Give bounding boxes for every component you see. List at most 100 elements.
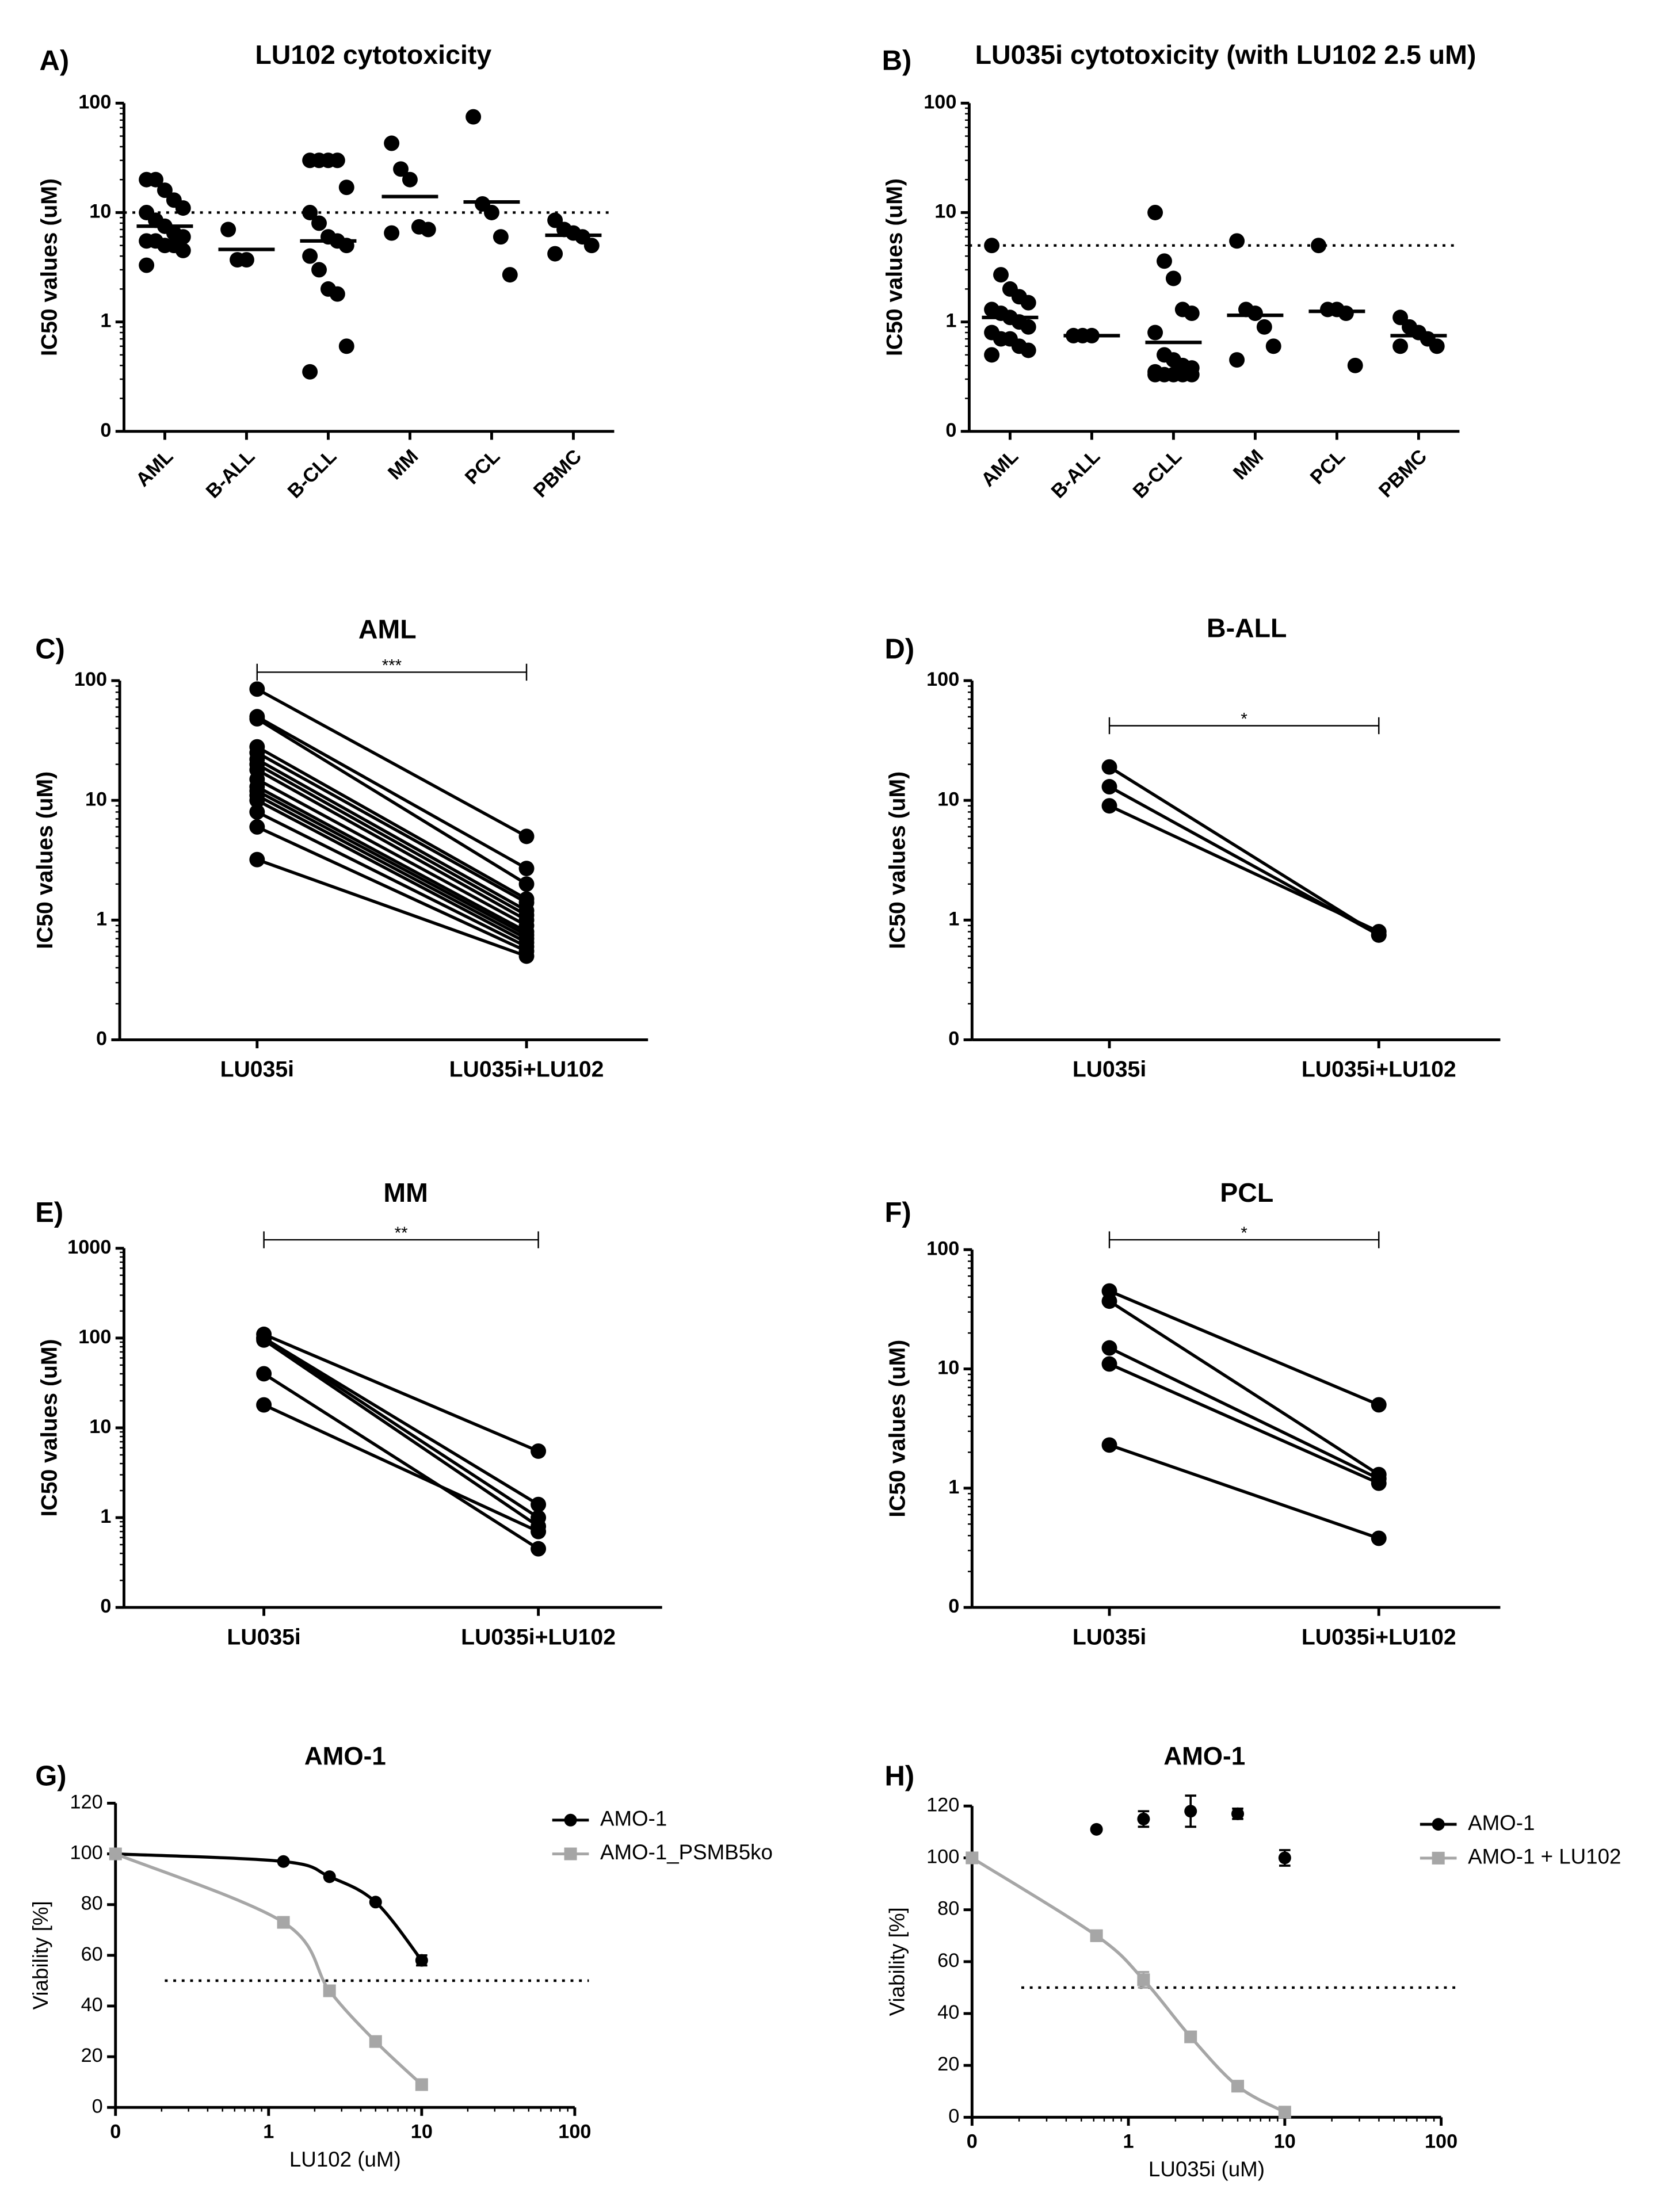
data-point (256, 1366, 272, 1382)
y-tick-label: 10 (934, 201, 956, 223)
x-tick-label: LU035i (227, 1625, 300, 1649)
data-point (1278, 1851, 1291, 1865)
data-point (1429, 338, 1445, 354)
data-point (1371, 1475, 1387, 1491)
x-tick-label: MM (1229, 445, 1268, 484)
y-tick-label: 20 (937, 2053, 959, 2075)
pair-line (263, 1332, 539, 1453)
data-point (1347, 357, 1363, 373)
data-point (1231, 1807, 1245, 1820)
x-tick-label: 1 (1123, 2130, 1134, 2152)
panel-label: H) (885, 1760, 915, 1791)
data-point (1371, 1397, 1387, 1413)
data-point (323, 1984, 336, 1997)
data-point (1231, 2080, 1245, 2093)
data-point (1020, 319, 1036, 335)
x-tick-label: 0 (110, 2121, 121, 2142)
legend-label: AMO-1_PSMB5ko (600, 1840, 773, 1864)
x-tick-label: 10 (1274, 2130, 1296, 2152)
data-point (1101, 1437, 1117, 1453)
data-point (1229, 352, 1245, 368)
pair-line (263, 1339, 540, 1528)
data-point (302, 248, 318, 264)
x-tick-label: LU035i (1073, 1625, 1146, 1649)
chart-title: AML (358, 614, 417, 644)
y-tick-label: 100 (924, 91, 956, 113)
data-point (1184, 366, 1200, 383)
y-tick-label: 100 (926, 668, 959, 690)
pair-line (256, 745, 528, 901)
data-point (249, 819, 265, 835)
data-point (338, 179, 354, 196)
y-tick-label: 10 (89, 201, 111, 223)
data-point (1165, 270, 1181, 286)
chart-title: AMO-1 (1163, 1743, 1245, 1771)
data-point (329, 286, 345, 302)
panel-label: D) (885, 634, 915, 665)
legend-label: AMO-1 + LU102 (1468, 1845, 1621, 1869)
y-tick-label: 1000 (67, 1236, 111, 1258)
data-point (1137, 1973, 1150, 1986)
data-point (329, 152, 345, 169)
data-point (1020, 295, 1036, 311)
data-point (518, 876, 535, 892)
y-tick-label: 1 (100, 1506, 111, 1527)
pair-line (256, 715, 528, 870)
x-tick-label: MM (384, 445, 422, 484)
y-tick-label: 0 (96, 1027, 107, 1049)
y-tick-label: 100 (70, 1842, 103, 1864)
data-point (369, 1896, 382, 1909)
data-point (531, 1496, 547, 1512)
data-point (1338, 305, 1354, 322)
data-point (1101, 779, 1117, 794)
data-point (256, 1397, 272, 1413)
x-axis-label: LU102 (uM) (289, 2148, 401, 2171)
data-point (220, 221, 236, 238)
significance-label: ** (395, 1224, 408, 1243)
y-tick-label: 0 (92, 2095, 103, 2117)
data-point (1184, 1805, 1197, 1818)
x-tick-label: 100 (558, 2121, 591, 2142)
panel-label: G) (35, 1760, 66, 1791)
significance-label: *** (382, 656, 402, 675)
pair-line (256, 825, 528, 953)
pair-line (256, 799, 528, 944)
panel-label: F) (885, 1197, 911, 1228)
y-tick-label: 40 (937, 2001, 959, 2023)
data-point (402, 171, 418, 188)
pair-line (1108, 765, 1380, 937)
data-point (1392, 338, 1409, 354)
x-tick-label: PBMC (1375, 445, 1431, 502)
fit-curve (115, 1852, 423, 2086)
significance-label: * (1241, 709, 1247, 728)
y-axis-label: IC50 values (uM) (885, 771, 910, 949)
data-point (249, 710, 265, 727)
y-tick-label: 80 (81, 1893, 103, 1915)
y-tick-label: 10 (937, 1357, 959, 1379)
y-axis-label: IC50 values (uM) (37, 178, 62, 356)
data-point (1371, 924, 1387, 939)
pair-line (256, 794, 528, 940)
chart-title: B-ALL (1207, 613, 1287, 643)
y-tick-label: 0 (100, 419, 111, 441)
x-tick-label: LU035i+LU102 (461, 1625, 616, 1649)
data-point (1090, 1929, 1103, 1942)
pair-line (263, 1403, 539, 1533)
data-point (369, 2035, 382, 2048)
y-tick-label: 0 (948, 1027, 959, 1049)
y-tick-label: 100 (78, 91, 111, 113)
x-tick-label: B-ALL (202, 445, 260, 503)
x-tick-label: 10 (411, 2121, 433, 2142)
chart-title: AMO-1 (304, 1743, 386, 1771)
data-point (384, 135, 400, 151)
pair-line (1108, 1362, 1380, 1485)
x-tick-label: PCL (1306, 445, 1349, 488)
data-point (249, 804, 265, 820)
data-point (1256, 319, 1272, 335)
y-tick-label: 120 (926, 1794, 959, 1816)
data-point (384, 225, 400, 241)
pair-line (256, 763, 528, 917)
legend-label: AMO-1 (600, 1806, 667, 1830)
legend-marker (564, 1813, 577, 1827)
y-tick-label: 1 (945, 310, 956, 332)
